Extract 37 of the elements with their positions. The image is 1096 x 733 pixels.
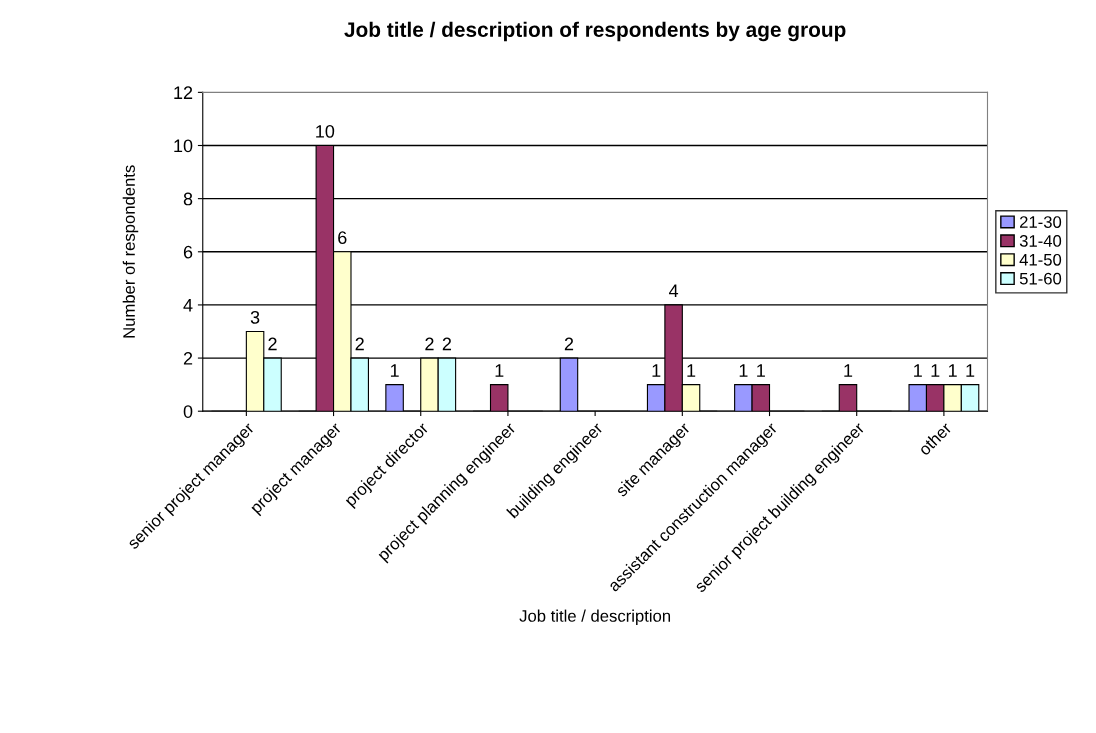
y-tick-label: 6 bbox=[183, 245, 193, 259]
data-label: 3 bbox=[250, 310, 260, 324]
bar bbox=[385, 384, 404, 412]
legend-label: 31-40 bbox=[1019, 235, 1062, 247]
x-axis-title: Job title / description bbox=[519, 609, 671, 626]
legend-label: 21-30 bbox=[1020, 216, 1062, 228]
data-label: 2 bbox=[268, 337, 277, 351]
data-label: 2 bbox=[355, 337, 364, 351]
legend-label: 41-50 bbox=[1019, 253, 1062, 266]
bar bbox=[838, 384, 858, 412]
data-label: 1 bbox=[390, 364, 399, 377]
y-tick-label: 0 bbox=[183, 405, 193, 418]
bar bbox=[489, 384, 509, 412]
data-label: 10 bbox=[316, 124, 335, 138]
data-label: 1 bbox=[495, 364, 504, 377]
data-label: 1 bbox=[931, 364, 940, 377]
data-label: 1 bbox=[687, 364, 696, 377]
y-tick-label: 10 bbox=[174, 139, 193, 153]
data-label: 1 bbox=[948, 364, 957, 377]
y-axis-title: Number of respondents bbox=[122, 165, 139, 338]
y-tick-label: 2 bbox=[183, 352, 193, 365]
y-tick-label: 4 bbox=[183, 299, 193, 312]
data-label: 4 bbox=[669, 284, 679, 298]
chart-title: Job title / description of respondents by age group bbox=[344, 21, 846, 42]
data-label: 2 bbox=[564, 337, 574, 351]
data-label: 2 bbox=[442, 337, 452, 351]
y-tick-label: 12 bbox=[174, 86, 193, 99]
y-tick-label: 8 bbox=[183, 192, 193, 206]
data-label: 1 bbox=[966, 364, 975, 377]
data-label: 1 bbox=[739, 364, 748, 377]
data-label: 2 bbox=[425, 337, 434, 351]
data-label: 1 bbox=[757, 364, 765, 377]
data-label: 1 bbox=[914, 364, 922, 377]
legend-label: 51-60 bbox=[1019, 272, 1062, 285]
data-label: 1 bbox=[844, 364, 853, 377]
data-label: 1 bbox=[652, 364, 661, 377]
data-label: 6 bbox=[338, 231, 347, 245]
